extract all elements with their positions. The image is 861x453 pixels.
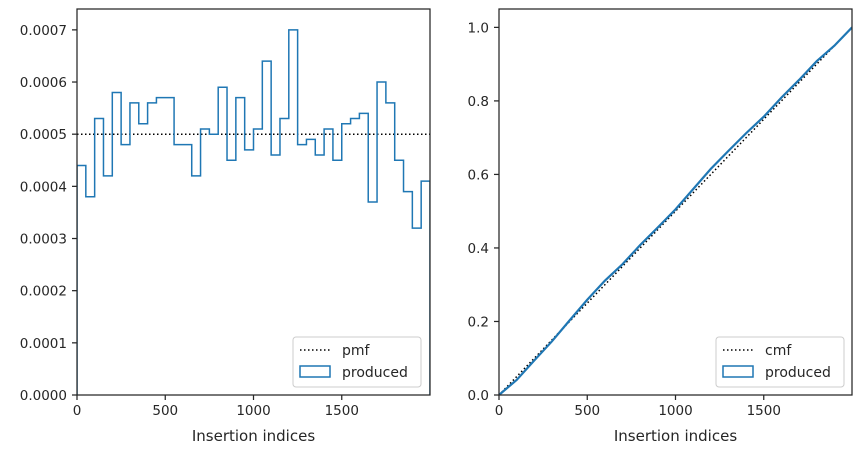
right-y-tick-label: 0.2 [468, 314, 489, 330]
right-legend-produced-label: produced [765, 365, 831, 381]
left-plot-area [77, 29, 430, 395]
left-legend-pmf-label: pmf [342, 343, 371, 359]
left-plot: 0 500 1000 1500 0.00000.00010.00020.00030.0… [20, 8, 431, 445]
right-y-ticks: 0.0 0.2 0.4 0.6 0.8 1.0 [468, 20, 499, 404]
right-x-tick-label: 0 [495, 403, 504, 419]
left-y-tick-label: 0.0005 [20, 127, 67, 143]
right-legend: cmf produced [715, 336, 845, 388]
right-x-axis-title: Insertion indices [614, 427, 737, 445]
right-x-ticks: 0 500 1000 1500 [495, 395, 781, 419]
left-y-tick-label: 0.0006 [20, 75, 67, 91]
right-y-tick-label: 0.0 [468, 388, 489, 404]
right-x-tick-label: 1000 [658, 403, 692, 419]
left-series-produced [77, 29, 430, 395]
left-x-axis-title: Insertion indices [192, 427, 315, 445]
left-y-tick-label: 0.0002 [20, 284, 67, 300]
left-y-tick-label: 0.0007 [20, 23, 67, 39]
left-y-tick-label: 0.0003 [20, 232, 67, 248]
right-y-tick-label: 0.4 [468, 241, 489, 257]
right-series-produced [499, 26, 852, 395]
right-y-tick-label: 0.8 [468, 94, 489, 110]
right-legend-cmf-label: cmf [765, 343, 792, 359]
left-x-ticks: 0 500 1000 1500 [73, 395, 359, 419]
right-plot: 0 500 1000 1500 0.0 0.2 0.4 0.6 0.8 1.0 Insertio… [468, 8, 853, 445]
left-x-tick-label: 1000 [236, 403, 270, 419]
left-y-tick-label: 0.0001 [20, 336, 67, 352]
left-x-tick-label: 1500 [325, 403, 359, 419]
right-x-tick-label: 500 [574, 403, 600, 419]
right-plot-area [499, 26, 852, 395]
right-legend-produced-patch [722, 365, 754, 378]
right-y-tick-label: 1.0 [468, 20, 489, 36]
left-legend-produced-patch [299, 365, 331, 378]
left-x-tick-label: 0 [73, 403, 82, 419]
left-x-tick-label: 500 [152, 403, 178, 419]
left-y-tick-label: 0.0004 [20, 179, 67, 195]
left-y-ticks: 0.0000 0.0001 0.0002 0.0003 0.0004 0.0005 0.00… [20, 23, 77, 404]
left-y-tick-label: 0.0000 [20, 388, 67, 404]
left-legend: pmf produced [292, 336, 422, 388]
right-y-tick-label: 0.6 [468, 167, 489, 183]
left-legend-produced-label: produced [342, 365, 408, 381]
right-x-tick-label: 1500 [747, 403, 781, 419]
